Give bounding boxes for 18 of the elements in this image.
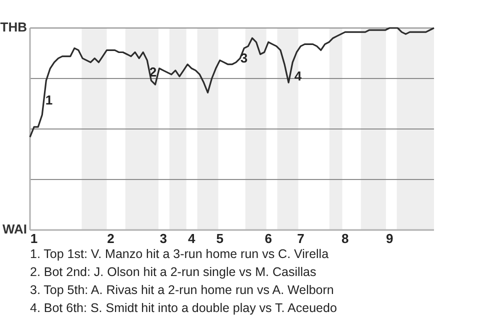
text: THB (0, 19, 27, 34)
x-tick-label: 3 (160, 231, 167, 246)
text: 2. Bot 2nd: J. Olson hit a 2-run single vs M. Casillas (30, 265, 316, 279)
x-tick-label: 8 (342, 231, 349, 246)
text: WAI (2, 221, 27, 236)
x-tick-label: 2 (107, 231, 114, 246)
x-tick-label: 4 (188, 231, 196, 246)
x-tick-label: 9 (386, 231, 394, 246)
x-tick-label: 7 (297, 231, 304, 246)
text: 3. Top 5th: A. Rivas hit a 2-run home run vs A. Welborn (30, 283, 334, 297)
annotation: 3 (240, 50, 248, 66)
x-tick-label: 5 (216, 231, 224, 246)
annotation: 1 (45, 92, 53, 108)
text: 1. Top 1st: V. Manzo hit a 3-run home run vs C. Virella (30, 247, 329, 261)
text: 4. Bot 6th: S. Smidt hit into a double play vs T. Aceuedo (30, 301, 337, 315)
annotation: 4 (294, 68, 302, 84)
x-tick-label: 1 (30, 231, 38, 246)
x-tick-label: 6 (264, 231, 272, 246)
